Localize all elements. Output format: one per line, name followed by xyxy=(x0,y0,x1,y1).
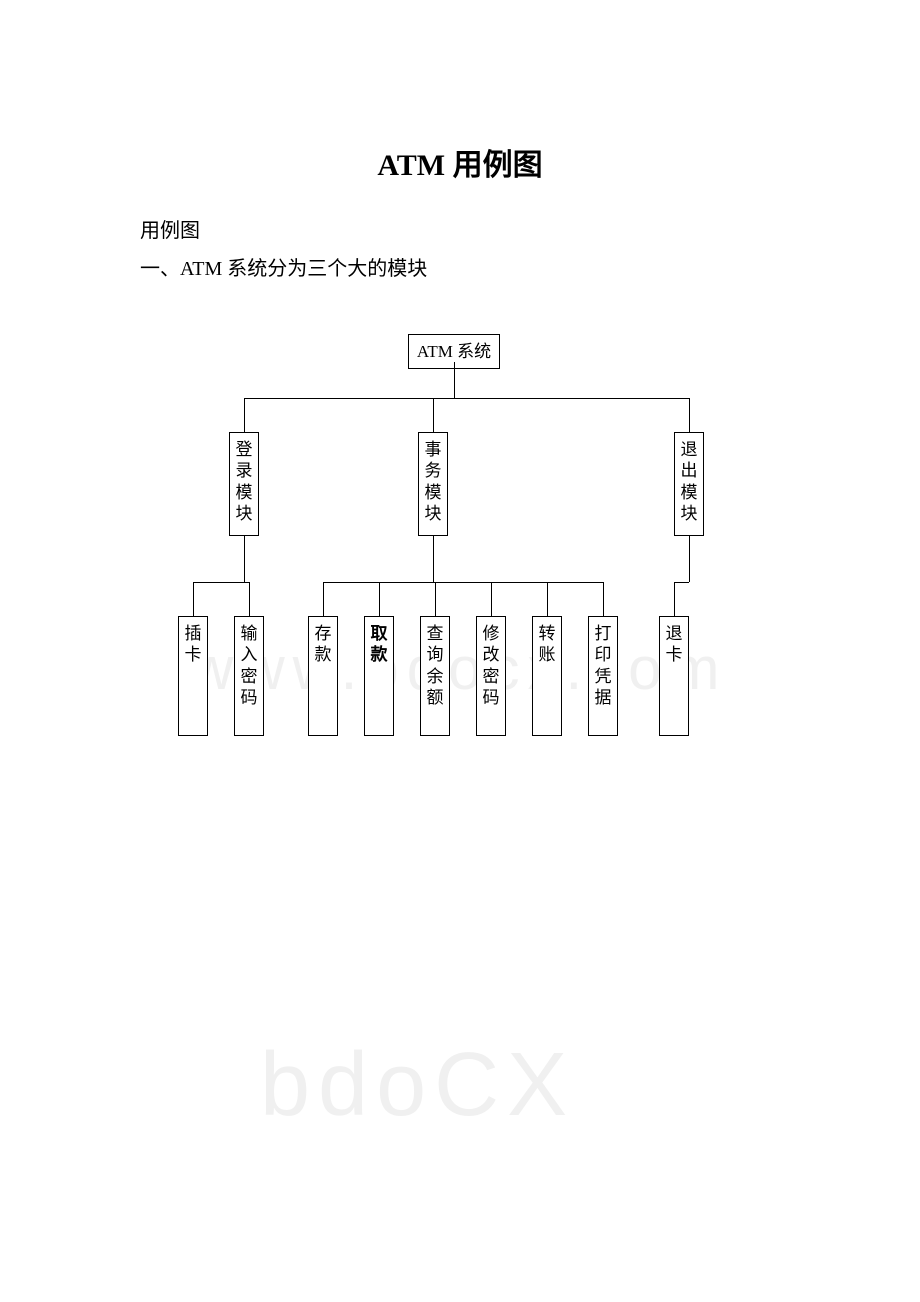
connector-line xyxy=(379,582,380,616)
watermark-text-2: bdoCX xyxy=(260,1034,575,1137)
tree-node-l2: 输入密码 xyxy=(234,616,264,736)
connector-line xyxy=(433,536,434,582)
document-page: ATM 用例图 用例图 一、ATM 系统分为三个大的模块 www.bdocx.c… xyxy=(0,0,920,834)
connector-line xyxy=(689,398,690,432)
connector-line xyxy=(244,398,245,432)
connector-line xyxy=(603,582,604,616)
tree-node-e1: 退卡 xyxy=(659,616,689,736)
watermark-text: www.bdocx.com xyxy=(190,634,727,703)
connector-line xyxy=(244,536,245,582)
tree-node-t3: 查询余额 xyxy=(420,616,450,736)
tree-diagram: www.bdocx.com bdoCX ATM 系统登录模块事务模块退出模块插卡… xyxy=(0,314,920,834)
connector-line xyxy=(249,582,250,616)
connector-line xyxy=(674,582,675,616)
tree-node-t4: 修改密码 xyxy=(476,616,506,736)
connector-line xyxy=(435,582,436,616)
tree-node-trans: 事务模块 xyxy=(418,432,448,536)
connector-line xyxy=(454,362,455,398)
connector-line xyxy=(193,582,194,616)
tree-node-login: 登录模块 xyxy=(229,432,259,536)
connector-line xyxy=(491,582,492,616)
tree-node-exit: 退出模块 xyxy=(674,432,704,536)
section-heading: 一、ATM 系统分为三个大的模块 xyxy=(0,252,920,286)
page-title: ATM 用例图 xyxy=(0,140,920,184)
tree-node-t6: 打印凭据 xyxy=(588,616,618,736)
tree-node-t2: 取款 xyxy=(364,616,394,736)
connector-line xyxy=(547,582,548,616)
connector-line xyxy=(323,582,324,616)
tree-node-t5: 转账 xyxy=(532,616,562,736)
tree-node-t1: 存款 xyxy=(308,616,338,736)
connector-line xyxy=(193,582,249,583)
connector-line xyxy=(674,582,689,583)
tree-node-l1: 插卡 xyxy=(178,616,208,736)
connector-line xyxy=(323,582,603,583)
connector-line xyxy=(433,398,434,432)
connector-line xyxy=(244,398,689,399)
subtitle-text: 用例图 xyxy=(0,214,920,248)
connector-line xyxy=(689,536,690,582)
